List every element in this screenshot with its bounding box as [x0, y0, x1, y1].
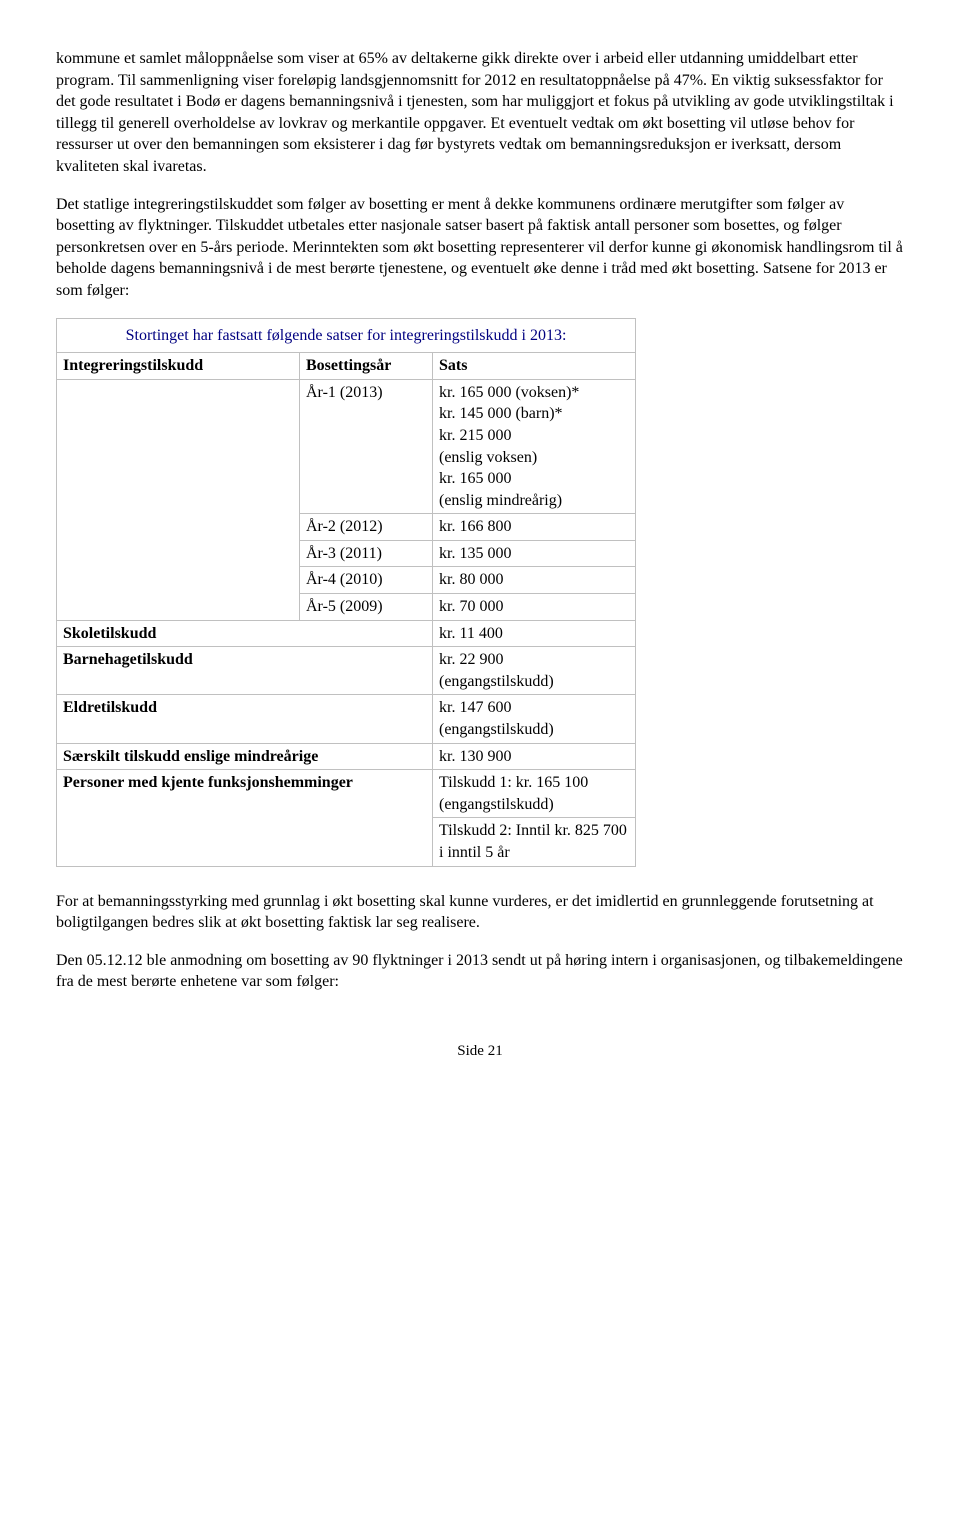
rates-table: Stortinget har fastsatt følgende satser … — [56, 318, 636, 867]
table-row: Skoletilskudd kr. 11 400 — [57, 620, 636, 647]
cell-sats: kr. 22 900(engangstilskudd) — [433, 647, 636, 695]
table-row: Særskilt tilskudd enslige mindreårige kr… — [57, 743, 636, 770]
cell-sats: kr. 80 000 — [433, 567, 636, 594]
body-paragraph: Den 05.12.12 ble anmodning om bosetting … — [56, 950, 904, 993]
cell-label: Særskilt tilskudd enslige mindreårige — [57, 743, 433, 770]
cell-year: År-3 (2011) — [300, 540, 433, 567]
body-paragraph: kommune et samlet måloppnåelse som viser… — [56, 48, 904, 178]
cell-year: År-2 (2012) — [300, 514, 433, 541]
cell-sats: kr. 135 000 — [433, 540, 636, 567]
cell-label: Personer med kjente funksjonshemminger — [57, 770, 433, 866]
table-row: Barnehagetilskudd kr. 22 900(engangstils… — [57, 647, 636, 695]
para-2: Til sammenligning viser foreløpig landsg… — [56, 72, 894, 175]
cell-sats: kr. 130 900 — [433, 743, 636, 770]
cell-sats: kr. 147 600(engangstilskudd) — [433, 695, 636, 743]
cell-year: År-5 (2009) — [300, 594, 433, 621]
table-row: Eldretilskudd kr. 147 600(engangstilskud… — [57, 695, 636, 743]
table-header-row: Integreringstilskudd Bosettingsår Sats — [57, 353, 636, 380]
cell-label: Skoletilskudd — [57, 620, 433, 647]
header-col2: Bosettingsår — [300, 353, 433, 380]
table-title: Stortinget har fastsatt følgende satser … — [57, 318, 636, 353]
cell-sats: Tilskudd 1: kr. 165 100(engangstilskudd) — [433, 770, 636, 818]
page-number: Side 21 — [56, 1041, 904, 1061]
header-col1: Integreringstilskudd — [57, 353, 300, 380]
cell-sats: kr. 70 000 — [433, 594, 636, 621]
header-col3: Sats — [433, 353, 636, 380]
cell-label: Eldretilskudd — [57, 695, 433, 743]
cell-year: År-4 (2010) — [300, 567, 433, 594]
cell-year: År-1 (2013) — [300, 379, 433, 514]
cell-sats: kr. 11 400 — [433, 620, 636, 647]
body-paragraph: For at bemanningsstyrking med grunnlag i… — [56, 891, 904, 934]
cell-empty — [57, 379, 300, 620]
cell-sats: kr. 165 000 (voksen)*kr. 145 000 (barn)*… — [433, 379, 636, 514]
table-row: År-1 (2013) kr. 165 000 (voksen)*kr. 145… — [57, 379, 636, 514]
cell-sats: kr. 166 800 — [433, 514, 636, 541]
table-row: Personer med kjente funksjonshemminger T… — [57, 770, 636, 818]
body-paragraph: Det statlige integreringstilskuddet som … — [56, 194, 904, 302]
cell-sats: Tilskudd 2: Inntil kr. 825 700 i inntil … — [433, 818, 636, 866]
table-title-row: Stortinget har fastsatt følgende satser … — [57, 318, 636, 353]
cell-label: Barnehagetilskudd — [57, 647, 433, 695]
